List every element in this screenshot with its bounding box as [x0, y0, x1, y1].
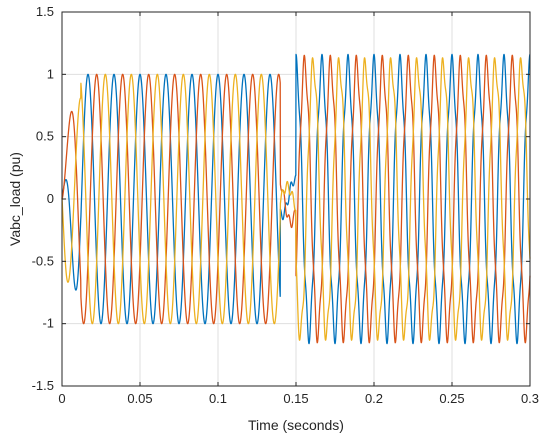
series-layer: [61, 53, 531, 345]
y-tick-label: 0: [47, 191, 54, 206]
x-axis-title: Time (seconds): [248, 417, 344, 433]
y-tick-label: -1: [42, 316, 54, 331]
series-line-3: [61, 57, 531, 341]
x-tick-label: 0.15: [283, 391, 308, 406]
x-tick-label: 0: [58, 391, 65, 406]
ticks: 0 0.05 0.1 0.15 0.2 0.25 0.3 -1.5 -1 -0.5 0 0.5 1 1.5: [32, 4, 539, 406]
y-tick-label: -0.5: [32, 253, 54, 268]
y-tick-label: 1: [47, 66, 54, 81]
x-tick-label: 0.05: [127, 391, 152, 406]
y-tick-label: -1.5: [32, 378, 54, 393]
y-tick-label: 1.5: [36, 4, 54, 19]
y-axis-title: Vabc_load (pu): [7, 152, 23, 246]
x-tick-label: 0.3: [521, 391, 539, 406]
x-tick-label: 0.2: [365, 391, 383, 406]
series-line-1: [61, 53, 531, 345]
y-tick-label: 0.5: [36, 129, 54, 144]
x-tick-label: 0.1: [209, 391, 227, 406]
x-tick-label: 0.25: [439, 391, 464, 406]
